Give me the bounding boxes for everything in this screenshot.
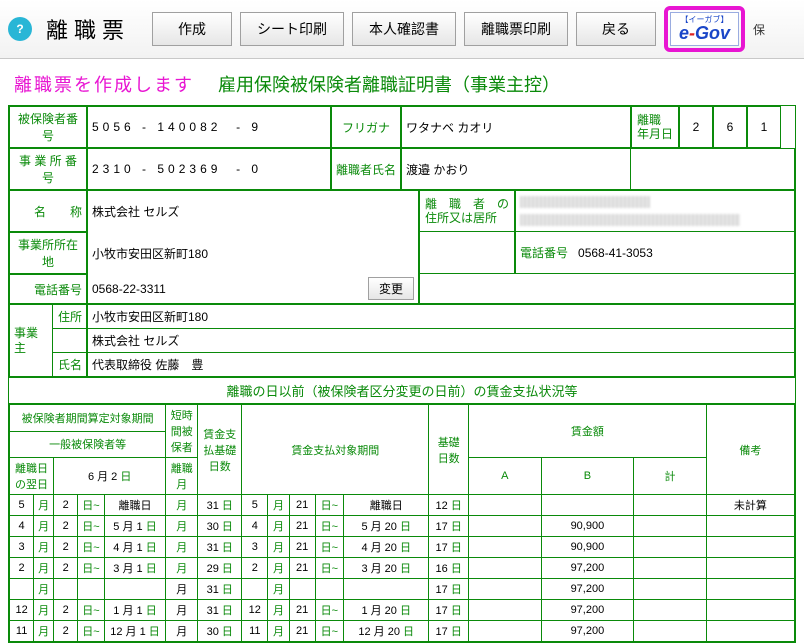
h-next-day-val: 6 月 2 日 [54, 458, 166, 495]
honnin-button[interactable]: 本人確認書 [352, 12, 456, 46]
h-chingin-shiharai: 賃金支 払基礎 日数 [198, 405, 242, 495]
owner-name: 代表取締役 佐藤 豊 [87, 353, 795, 377]
wage-row: 12月2日~1 月 1 日月31 日12月21日~1 月 20 日17 日97,… [10, 600, 795, 621]
rishokusha-tel-label: 電話番号 [520, 244, 568, 261]
h-period-top: 被保険者期間算定対象期間 [10, 405, 166, 432]
office-no: 2310 - 502369 - 0 [87, 148, 331, 190]
change-button[interactable]: 変更 [368, 277, 414, 300]
rishoku-month: 6 [713, 106, 747, 148]
h-biko: 備考 [706, 405, 794, 495]
company-name: 株式会社 セルズ [87, 190, 419, 232]
wage-row: 5月2日~離職日月31 日5月21日~離職日12 日未計算 [10, 495, 795, 516]
rishoku-day: 1 [747, 106, 781, 148]
h-tanjikan: 短時 間被 保者 [166, 405, 198, 458]
rishoku-year: 2 [679, 106, 713, 148]
owner-addr-label: 住所 [53, 304, 87, 329]
h-A: A [469, 458, 542, 495]
furigana: ワタナベ カオリ [401, 106, 631, 148]
egov-button[interactable]: 【イーガブ】 e-Gov [670, 12, 739, 46]
h-next-day: 離職日の翌日 [10, 458, 54, 495]
company-addr-label: 事業所所在地 [9, 232, 87, 274]
insured-no: 5056 - 140082 - 9 [87, 106, 331, 148]
rishoku-print-button[interactable]: 離職票印刷 [464, 12, 568, 46]
company-tel-row: 0568-22-3311 変更 [87, 274, 419, 304]
rishoku-date-label: 離職 年月日 [631, 106, 679, 148]
egov-highlight: 【イーガブ】 e-Gov [664, 6, 745, 52]
h-target: 賃金支払対象期間 [242, 405, 429, 495]
help-icon[interactable]: ? [8, 17, 32, 41]
name: 渡邉 かおり [401, 148, 631, 190]
rishokusha-tel: 0568-41-3053 [578, 246, 653, 260]
company-name-label: 名 称 [9, 190, 87, 232]
app-title: 離職票 [46, 13, 130, 45]
company-tel: 0568-22-3311 [92, 282, 166, 296]
wage-row: 3月2日~4 月 1 日月31 日3月21日~4 月 20 日17 日90,90… [10, 537, 795, 558]
topbar: ? 離職票 作成 シート印刷 本人確認書 離職票印刷 戻る 【イーガブ】 e-G… [0, 0, 804, 59]
owner-addr: 小牧市安田区新町180 [87, 304, 795, 329]
h-B: B [541, 458, 633, 495]
wage-row: 月月31 日月17 日97,200 [10, 579, 795, 600]
rishokusha-addr-label: 離 職 者 の 住所又は居所 [419, 190, 515, 232]
back-button[interactable]: 戻る [576, 12, 656, 46]
sheet-print-button[interactable]: シート印刷 [240, 12, 344, 46]
h-rishoku-month: 離職月 [166, 458, 198, 495]
wage-section-title: 離職の日以前（被保険者区分変更の日前）の賃金支払状況等 [9, 377, 795, 404]
h-kei: 計 [634, 458, 707, 495]
h-general: 一般被保険者等 [10, 431, 166, 458]
owner-company: 株式会社 セルズ [87, 329, 795, 353]
pink-title: 離職票を作成します [14, 71, 194, 97]
redacted-line-2 [520, 214, 740, 226]
insured-no-label: 被保険者番号 [9, 106, 87, 148]
form: 被保険者番号 5056 - 140082 - 9 フリガナ ワタナベ カオリ 離… [8, 105, 796, 643]
company-tel-label: 電話番号 [9, 274, 87, 304]
company-addr: 小牧市安田区新町180 [87, 232, 419, 274]
wage-row: 11月2日~12 月 1 日月30 日11月21日~12 月 20 日17 日9… [10, 621, 795, 642]
h-base-days: 基礎 日数 [429, 405, 469, 495]
green-title: 雇用保険被保険者離職証明書（事業主控） [218, 71, 560, 97]
owner-name-label: 氏名 [53, 353, 87, 377]
name-label: 離職者氏名 [331, 148, 401, 190]
headline: 離職票を作成します 雇用保険被保険者離職証明書（事業主控） [0, 59, 804, 105]
h-chingin: 賃金額 [469, 405, 707, 458]
create-button[interactable]: 作成 [152, 12, 232, 46]
rishokusha-addr [515, 190, 795, 232]
wage-table: 被保険者期間算定対象期間 短時 間被 保者 賃金支 払基礎 日数 賃金支払対象期… [9, 404, 795, 642]
office-no-label: 事 業 所 番 号 [9, 148, 87, 190]
toolbar-trail: 保 [753, 21, 765, 38]
egov-logo: e-Gov [679, 24, 730, 42]
redacted-line-1 [520, 196, 650, 208]
furigana-label: フリガナ [331, 106, 401, 148]
owner-side-label: 事業主 [9, 304, 53, 377]
wage-row: 4月2日~5 月 1 日月30 日4月21日~5 月 20 日17 日90,90… [10, 516, 795, 537]
